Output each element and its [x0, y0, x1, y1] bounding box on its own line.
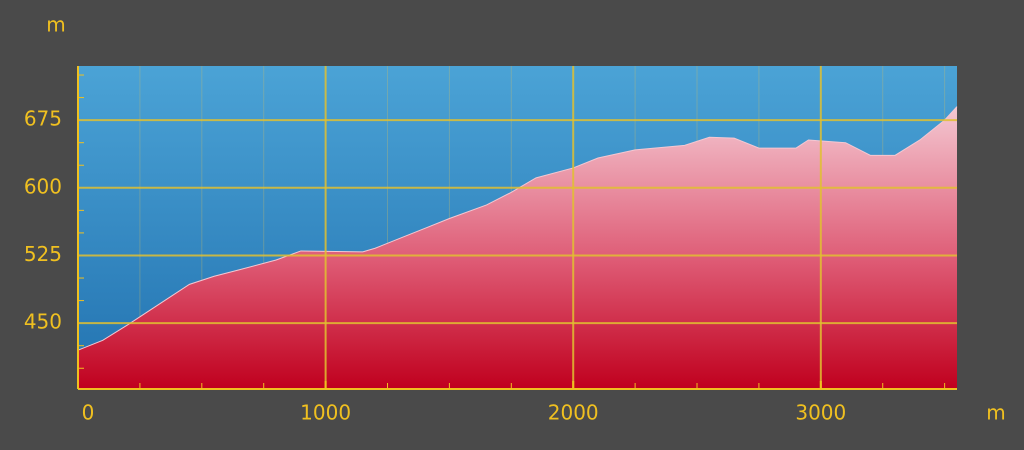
profile-line	[77, 106, 958, 351]
y-tick-label: 600	[24, 174, 62, 198]
x-tick-label: 1000	[300, 401, 351, 425]
x-tick-label: 3000	[795, 401, 846, 425]
y-tick-label: 450	[24, 310, 62, 334]
y-axis-label: m	[46, 13, 65, 37]
y-tick-label: 675	[24, 107, 62, 131]
x-axis-label: m	[986, 401, 1005, 425]
x-tick-label: 2000	[548, 401, 599, 425]
x-tick-label: 0	[82, 401, 95, 425]
y-tick-label: 525	[24, 242, 62, 266]
area-fill	[78, 106, 957, 389]
